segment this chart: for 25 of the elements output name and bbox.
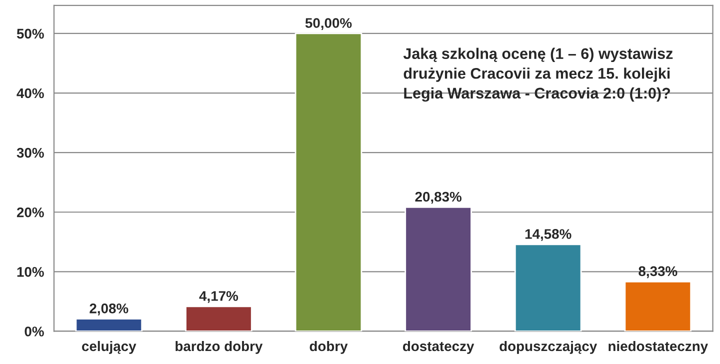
- x-tick-label: dostateczy: [402, 340, 474, 354]
- x-tick-label: dopuszczający: [500, 340, 598, 354]
- data-label: 2,08%: [90, 303, 128, 316]
- bar: [514, 244, 582, 332]
- y-tick-label: 30%: [16, 148, 44, 158]
- y-tick-label: 10%: [17, 267, 44, 277]
- x-tick-label: dobry: [310, 340, 348, 354]
- data-label: 14,58%: [525, 229, 572, 241]
- text: Jaką szkolną ocenę (1 – 6) wystawisz drużynie Cracovii za mecz 15. kolejki Legia Warszawa - Cracovia 2:0 (1:0)?: [403, 48, 673, 102]
- bar: [75, 318, 143, 332]
- bar: [185, 306, 252, 332]
- x-tick-label: celujący: [82, 340, 136, 354]
- data-label: 20,83%: [415, 192, 462, 204]
- x-tick-label: bardzo dobry: [176, 340, 263, 354]
- y-tick-label: 20%: [16, 207, 44, 218]
- data-label: 50,00%: [305, 18, 352, 30]
- x-tick-label: niedostateczny: [608, 340, 708, 354]
- y-tick-label: 50%: [16, 28, 44, 39]
- y-tick-label: 0%: [24, 326, 44, 336]
- data-label: 8,33%: [638, 266, 678, 278]
- bar: [404, 206, 472, 332]
- bar: [294, 32, 362, 332]
- y-tick-label: 40%: [16, 88, 44, 98]
- data-label: 4,17%: [199, 291, 238, 303]
- bar: [624, 280, 692, 332]
